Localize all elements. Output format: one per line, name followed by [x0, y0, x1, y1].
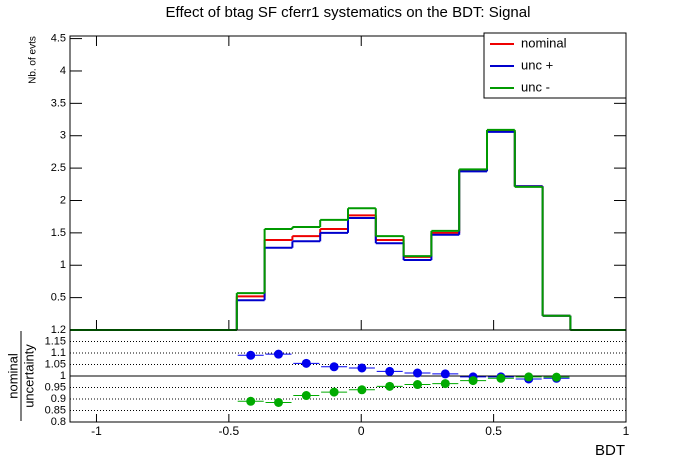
y-tick-label: 2.5	[51, 162, 66, 174]
y-tick-label: 0.95	[45, 381, 66, 393]
x-axis-label: BDT	[595, 442, 625, 459]
x-tick-label: -0.5	[219, 424, 240, 438]
ratio-point	[301, 358, 311, 368]
y-tick-label: 1.05	[45, 358, 66, 370]
x-tick-label: -1	[91, 424, 102, 438]
ratio-point	[440, 379, 450, 389]
y-axis-label: Nb. of evts	[28, 36, 39, 84]
ratio-point	[413, 380, 422, 390]
ratio-point	[357, 385, 367, 395]
ratio-label-denominator: uncertainty	[21, 344, 36, 408]
y-tick-label: 2	[60, 194, 66, 206]
ratio-point	[246, 350, 256, 360]
x-tick-label: 0.5	[485, 424, 502, 438]
x-tick-label: 0	[358, 424, 365, 438]
ratio-point	[357, 363, 367, 373]
ratio-point	[385, 366, 395, 376]
ratio-label-numerator: nominal	[5, 353, 20, 399]
y-tick-label: 0.9	[51, 393, 66, 405]
y-tick-label: 1.5	[51, 227, 66, 239]
ratio-point	[496, 373, 506, 383]
ratio-point	[274, 349, 283, 359]
ratio-point	[329, 362, 339, 372]
ratio-point	[413, 368, 422, 378]
y-tick-label: 4.5	[51, 32, 66, 44]
ratio-point	[524, 372, 534, 382]
y-tick-label: 0.8	[51, 416, 66, 428]
y-tick-label: 1.15	[45, 335, 66, 347]
chart-title: Effect of btag SF cferr1 systematics on …	[166, 4, 531, 21]
legend-label: unc +	[521, 57, 553, 72]
legend-label: unc -	[521, 79, 550, 94]
ratio-point	[329, 387, 339, 397]
y-tick-label: 1.2	[51, 324, 66, 336]
ratio-point	[440, 369, 450, 379]
y-tick-label: 0.85	[45, 404, 66, 416]
y-tick-label: 3.5	[51, 97, 66, 109]
x-tick-label: 1	[623, 424, 630, 438]
y-tick-label: 3	[60, 130, 66, 142]
y-tick-label: 0.5	[51, 292, 66, 304]
y-tick-label: 1	[60, 259, 66, 271]
legend-label: nominal	[521, 35, 567, 50]
y-tick-label: 1	[60, 370, 66, 382]
ratio-point	[246, 396, 256, 406]
ratio-frame	[69, 329, 627, 423]
ratio-point	[274, 397, 283, 407]
ratio-point	[468, 376, 478, 386]
y-tick-label: 1.1	[51, 347, 66, 359]
y-tick-label: 4	[60, 65, 66, 77]
ratio-point	[301, 391, 311, 401]
ratio-point	[385, 381, 395, 391]
ratio-point	[552, 372, 561, 382]
